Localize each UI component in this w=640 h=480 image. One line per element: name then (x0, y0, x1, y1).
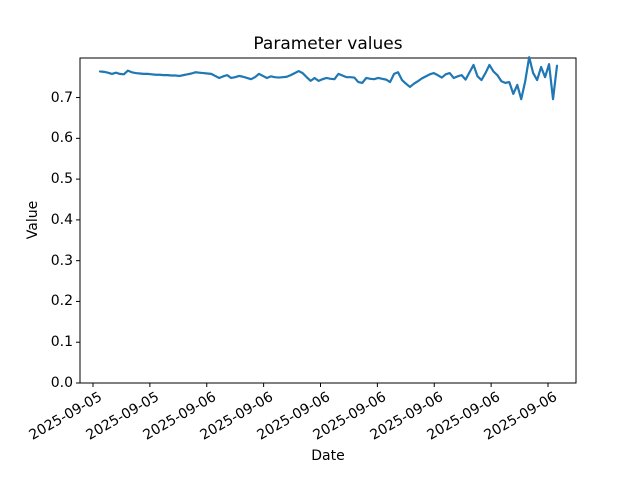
y-axis-label: Value (25, 200, 41, 240)
x-axis-label: Date (311, 448, 345, 464)
y-tick-label: 0.6 (50, 130, 73, 147)
tick-marks (76, 97, 549, 387)
y-tick-label: 0.7 (50, 89, 73, 106)
y-tick-label: 0.3 (50, 252, 73, 269)
y-tick-label: 0.2 (50, 293, 73, 310)
series-line (98, 56, 559, 101)
y-tick-label: 0.5 (50, 171, 73, 188)
plot-area-border (79, 57, 577, 384)
y-tick-label: 0.1 (50, 334, 73, 351)
y-tick-label: 0.4 (50, 211, 73, 228)
chart-title: Parameter values (253, 34, 403, 54)
y-tick-label: 0.0 (50, 375, 73, 391)
